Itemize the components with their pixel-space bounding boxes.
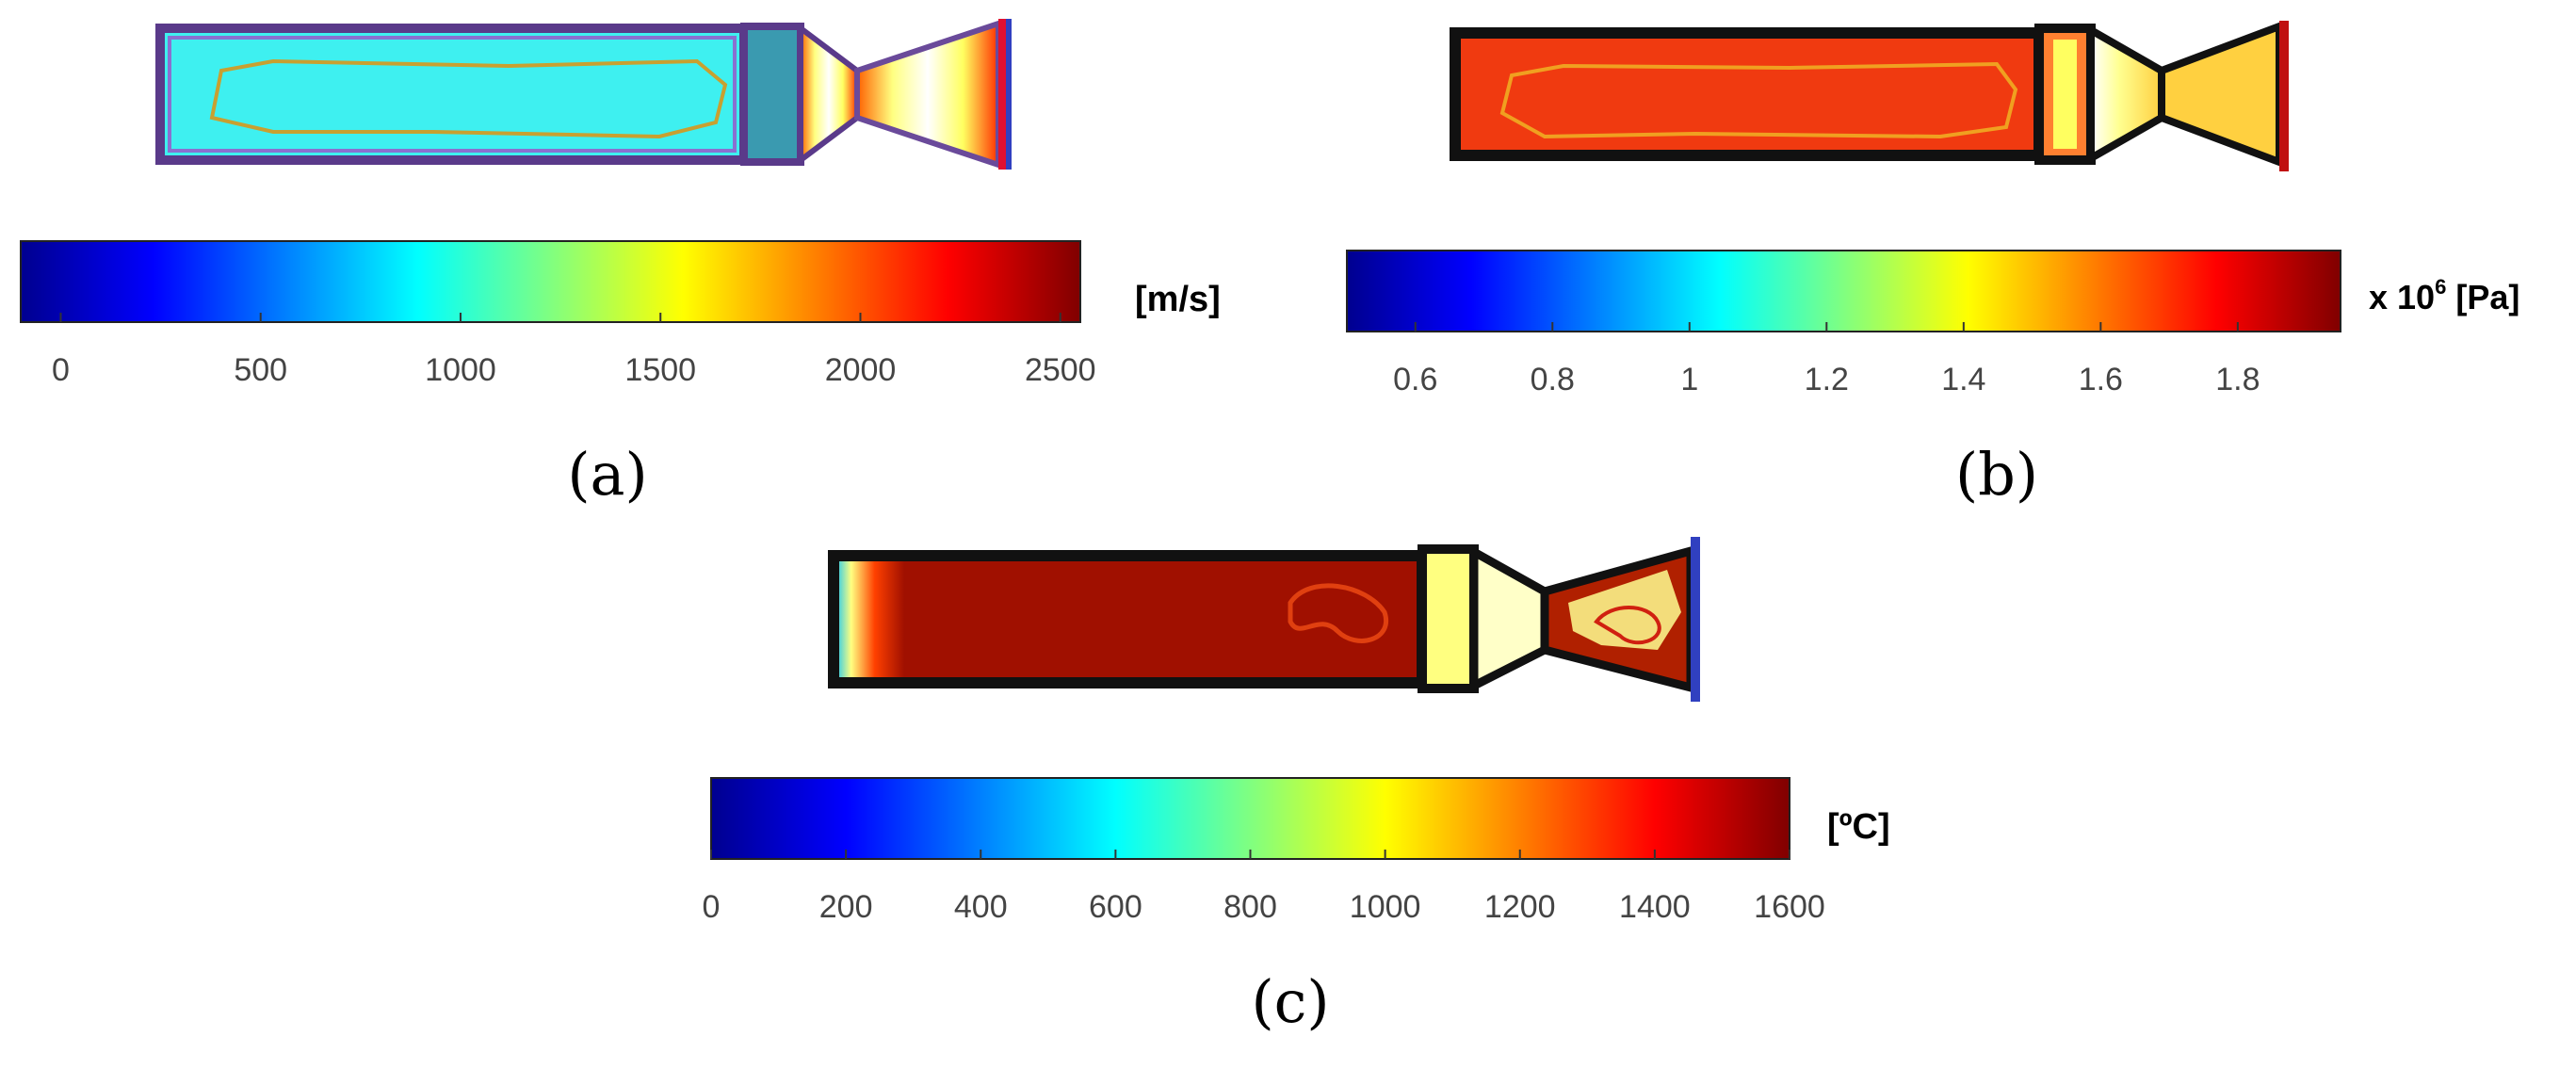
colorbar-c-tick-label: 600: [1089, 889, 1142, 925]
colorbar-c-tick-label: 400: [954, 889, 1008, 925]
pressure-contour-b: [1499, 61, 2018, 139]
panel-label-c: (c): [1251, 967, 1329, 1036]
colorbar-c-tick-label: 0: [703, 889, 721, 925]
divergent-c-hot-zone: [1568, 570, 1681, 650]
panel-label-b: (b): [1955, 440, 2038, 509]
colorbar-a-tick-label: 2000: [825, 352, 897, 388]
colorbar-b-tick-label: 1: [1680, 362, 1698, 397]
unit-label-c: [ºC]: [1827, 807, 1890, 847]
exit-plane-c: [1691, 537, 1700, 702]
nozzle-field-c: [828, 537, 1700, 702]
colorbar-c-gradient: [710, 777, 1790, 860]
panel-a: 0 500 1000 1500 2000 2500 [m/s] (a): [20, 19, 1221, 509]
panel-b: 0.6 0.8 1 1.2 1.4 1.6 1.8 x 106 [Pa] (b): [1346, 21, 2519, 509]
unit-suffix-b: [Pa]: [2446, 278, 2519, 316]
throat-section-a: [740, 23, 804, 166]
colorbar-b-tick-label: 1.2: [1805, 362, 1849, 397]
panel-label-a: (a): [567, 440, 647, 509]
colorbar-b-tick-label: 1.8: [2215, 362, 2260, 397]
colorbar-b-tick-label: 1.4: [1941, 362, 1985, 397]
colorbar-c-tick-label: 800: [1223, 889, 1277, 925]
colorbar-a-tick-label: 0: [52, 352, 70, 388]
chamber-c: [828, 550, 1428, 688]
convergent-b: [2087, 24, 2165, 165]
panel-c: 0 200 400 600 800 1000 1200 1400 1600 [ºC] (c): [703, 537, 1890, 1036]
unit-prefix-b: x 10: [2369, 278, 2435, 316]
colorbar-a-gradient: [20, 240, 1081, 323]
unit-c: [ºC]: [1827, 807, 1890, 847]
convergent-c: [1469, 544, 1549, 693]
colorbar-c-tick-label: 1600: [1754, 889, 1825, 925]
throat-section-c: [1418, 544, 1479, 693]
unit-label-a: [m/s]: [1135, 280, 1221, 319]
colorbar-a: 0 500 1000 1500 2000 2500: [20, 240, 1096, 388]
colorbar-a-tick-label: 1500: [624, 352, 696, 388]
chamber-a-inner-band: [168, 36, 737, 153]
colorbar-b-tick-label: 0.8: [1531, 362, 1575, 397]
colorbar-b: 0.6 0.8 1 1.2 1.4 1.6 1.8: [1346, 250, 2341, 397]
unit-b: x 106 [Pa]: [2369, 275, 2519, 316]
colorbar-b-tick-label: 1.6: [2079, 362, 2123, 397]
colorbar-c-tick-label: 1200: [1484, 889, 1556, 925]
colorbar-c-tick-label: 1400: [1619, 889, 1691, 925]
chamber-a: [155, 24, 749, 165]
exit-plane-b: [2279, 21, 2289, 171]
unit-superscript-b: 6: [2435, 275, 2446, 299]
convergent-a: [798, 23, 860, 166]
colorbar-a-tick-label: 1000: [425, 352, 496, 388]
velocity-contour-a: [209, 58, 728, 139]
colorbar-b-tick-label: 0.6: [1393, 362, 1437, 397]
unit-a: [m/s]: [1135, 280, 1221, 319]
colorbar-b-gradient: [1346, 250, 2341, 332]
exit-plane-a-edge: [1006, 19, 1012, 170]
nozzle-field-b: [1450, 21, 2289, 171]
colorbar-c: 0 200 400 600 800 1000 1200 1400 1600: [703, 777, 1825, 925]
temperature-contour-c: [1288, 583, 1389, 643]
throat-core-b: [2053, 40, 2077, 149]
unit-label-b: x 106 [Pa]: [2369, 275, 2519, 316]
nozzle-field-a: [155, 19, 1012, 170]
divergent-c-contour: [1594, 606, 1661, 645]
colorbar-c-tick-label: 200: [819, 889, 873, 925]
divergent-a: [854, 19, 1001, 170]
divergent-b: [2158, 21, 2283, 168]
colorbar-a-tick-label: 500: [234, 352, 287, 388]
colorbar-c-tick-label: 1000: [1350, 889, 1421, 925]
colorbar-a-tick-label: 2500: [1025, 352, 1096, 388]
